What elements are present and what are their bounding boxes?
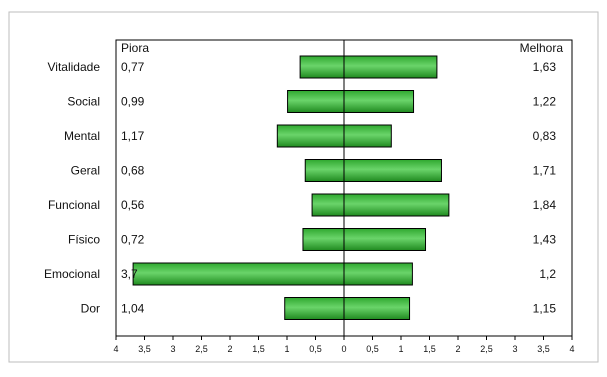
category-label-3: Geral: [71, 164, 100, 178]
category-label-1: Social: [67, 95, 100, 109]
x-tick-label-6: 1: [284, 344, 289, 354]
bar-melhora-4: [343, 193, 450, 217]
x-tick-label-13: 2,5: [480, 344, 493, 354]
x-tick-label-2: 3: [170, 344, 175, 354]
x-tick-label-11: 1,5: [423, 344, 436, 354]
value-label-melhora-7: 1,15: [533, 302, 557, 316]
bar-melhora-2: [343, 124, 392, 148]
bar-melhora-3: [343, 159, 442, 182]
bar-piora-5: [302, 228, 345, 251]
category-label-6: Emocional: [44, 267, 100, 281]
value-label-piora-7: 1,04: [121, 302, 145, 316]
value-label-melhora-2: 0,83: [533, 129, 557, 143]
bar-piora-2: [276, 124, 345, 148]
value-label-melhora-1: 1,22: [533, 95, 557, 109]
bar-piora-1: [287, 90, 345, 113]
category-label-2: Mental: [64, 129, 100, 143]
bar-melhora-1: [343, 90, 415, 113]
x-tick-label-15: 3,5: [537, 344, 550, 354]
value-label-piora-2: 1,17: [121, 129, 145, 143]
value-label-piora-1: 0,99: [121, 95, 145, 109]
x-tick-label-12: 2: [455, 344, 460, 354]
legend-melhora: Melhora: [520, 41, 564, 55]
value-label-melhora-3: 1,71: [533, 164, 557, 178]
x-tick-label-3: 2,5: [195, 344, 208, 354]
x-tick-label-4: 2: [227, 344, 232, 354]
category-label-4: Funcional: [48, 198, 100, 212]
x-tick-label-9: 0,5: [366, 344, 379, 354]
bar-piora-4: [311, 193, 345, 217]
bar-piora-0: [299, 55, 345, 79]
value-label-melhora-5: 1,43: [533, 233, 557, 247]
bar-melhora-0: [343, 55, 438, 79]
value-label-piora-3: 0,68: [121, 164, 145, 178]
x-tick-label-16: 4: [569, 344, 574, 354]
x-tick-label-8: 0: [341, 344, 346, 354]
x-tick-label-10: 1: [398, 344, 403, 354]
value-label-piora-0: 0,77: [121, 60, 145, 74]
legend-piora: Piora: [121, 41, 149, 55]
x-tick-label-14: 3: [512, 344, 517, 354]
category-label-0: Vitalidade: [48, 60, 101, 74]
x-tick-label-1: 3,5: [138, 344, 151, 354]
bar-piora-7: [284, 297, 345, 320]
category-label-7: Dor: [81, 302, 100, 316]
x-tick-label-7: 0,5: [309, 344, 322, 354]
category-label-5: Físico: [68, 233, 100, 247]
x-tick-label-0: 4: [113, 344, 118, 354]
bar-melhora-5: [343, 228, 427, 251]
value-label-piora-4: 0,56: [121, 198, 145, 212]
bar-piora-3: [304, 159, 345, 182]
bar-melhora-6: [343, 262, 413, 286]
bar-piora-6: [132, 262, 345, 286]
value-label-melhora-0: 1,63: [533, 60, 557, 74]
value-label-melhora-6: 1,2: [539, 267, 556, 281]
value-label-piora-6: 3,7: [121, 267, 138, 281]
value-label-melhora-4: 1,84: [533, 198, 557, 212]
value-label-piora-5: 0,72: [121, 233, 145, 247]
x-tick-label-5: 1,5: [252, 344, 265, 354]
bar-melhora-7: [343, 297, 411, 320]
